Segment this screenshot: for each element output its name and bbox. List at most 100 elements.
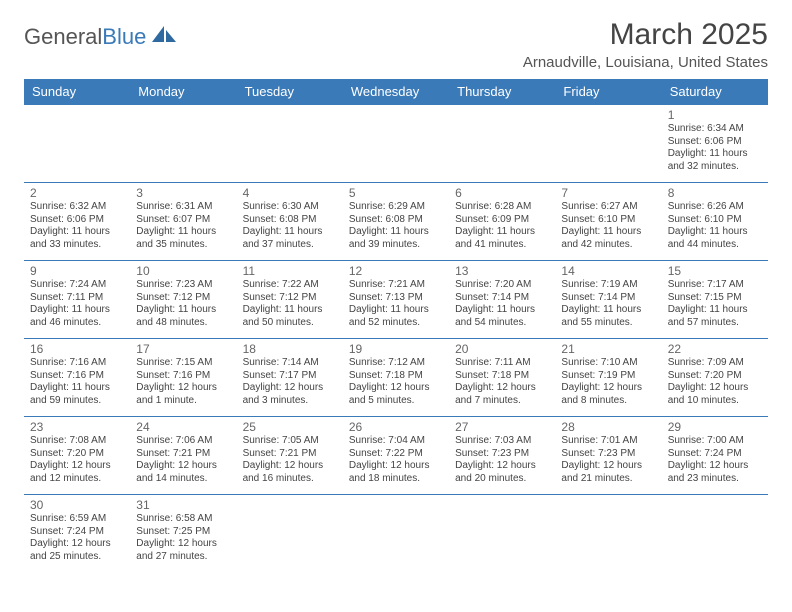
day-info: Sunrise: 6:27 AMSunset: 6:10 PMDaylight:… <box>561 201 655 251</box>
weekday-header: Wednesday <box>343 79 449 105</box>
sunset-label: Sunset: 7:11 PM <box>30 292 124 305</box>
day-number: 5 <box>349 186 443 200</box>
sunset-label: Sunset: 6:08 PM <box>349 214 443 227</box>
sunrise-label: Sunrise: 7:00 AM <box>668 435 762 448</box>
calendar-cell <box>662 495 768 573</box>
daylight-label: Daylight: 11 hours and 32 minutes. <box>668 148 762 173</box>
calendar-cell: 15Sunrise: 7:17 AMSunset: 7:15 PMDayligh… <box>662 261 768 339</box>
sunrise-label: Sunrise: 7:21 AM <box>349 279 443 292</box>
calendar-cell: 17Sunrise: 7:15 AMSunset: 7:16 PMDayligh… <box>130 339 236 417</box>
calendar-cell <box>555 495 661 573</box>
sunset-label: Sunset: 7:13 PM <box>349 292 443 305</box>
sunset-label: Sunset: 7:12 PM <box>243 292 337 305</box>
calendar-week-row: 23Sunrise: 7:08 AMSunset: 7:20 PMDayligh… <box>24 417 768 495</box>
sunrise-label: Sunrise: 6:32 AM <box>30 201 124 214</box>
calendar-cell <box>449 105 555 183</box>
title-block: March 2025 Arnaudville, Louisiana, Unite… <box>523 18 768 71</box>
calendar-cell: 7Sunrise: 6:27 AMSunset: 6:10 PMDaylight… <box>555 183 661 261</box>
sunrise-label: Sunrise: 6:26 AM <box>668 201 762 214</box>
day-info: Sunrise: 7:12 AMSunset: 7:18 PMDaylight:… <box>349 357 443 407</box>
sunrise-label: Sunrise: 7:16 AM <box>30 357 124 370</box>
day-number: 23 <box>30 420 124 434</box>
day-number: 1 <box>668 108 762 122</box>
day-number: 10 <box>136 264 230 278</box>
sunrise-label: Sunrise: 7:11 AM <box>455 357 549 370</box>
day-info: Sunrise: 6:30 AMSunset: 6:08 PMDaylight:… <box>243 201 337 251</box>
sunrise-label: Sunrise: 7:01 AM <box>561 435 655 448</box>
calendar-week-row: 16Sunrise: 7:16 AMSunset: 7:16 PMDayligh… <box>24 339 768 417</box>
sunrise-label: Sunrise: 7:08 AM <box>30 435 124 448</box>
daylight-label: Daylight: 11 hours and 50 minutes. <box>243 304 337 329</box>
sunset-label: Sunset: 6:06 PM <box>668 136 762 149</box>
daylight-label: Daylight: 12 hours and 25 minutes. <box>30 538 124 563</box>
calendar-week-row: 9Sunrise: 7:24 AMSunset: 7:11 PMDaylight… <box>24 261 768 339</box>
sunrise-label: Sunrise: 7:24 AM <box>30 279 124 292</box>
day-number: 24 <box>136 420 230 434</box>
daylight-label: Daylight: 11 hours and 55 minutes. <box>561 304 655 329</box>
logo-text-general: General <box>24 24 102 50</box>
day-info: Sunrise: 7:08 AMSunset: 7:20 PMDaylight:… <box>30 435 124 485</box>
calendar-body: 1Sunrise: 6:34 AMSunset: 6:06 PMDaylight… <box>24 105 768 573</box>
day-info: Sunrise: 7:22 AMSunset: 7:12 PMDaylight:… <box>243 279 337 329</box>
sunset-label: Sunset: 7:18 PM <box>349 370 443 383</box>
calendar-cell: 28Sunrise: 7:01 AMSunset: 7:23 PMDayligh… <box>555 417 661 495</box>
calendar-cell: 1Sunrise: 6:34 AMSunset: 6:06 PMDaylight… <box>662 105 768 183</box>
calendar-cell: 24Sunrise: 7:06 AMSunset: 7:21 PMDayligh… <box>130 417 236 495</box>
day-number: 16 <box>30 342 124 356</box>
daylight-label: Daylight: 11 hours and 41 minutes. <box>455 226 549 251</box>
calendar-cell: 3Sunrise: 6:31 AMSunset: 6:07 PMDaylight… <box>130 183 236 261</box>
day-number: 19 <box>349 342 443 356</box>
daylight-label: Daylight: 11 hours and 35 minutes. <box>136 226 230 251</box>
sail-icon <box>150 24 178 50</box>
header: GeneralBlue March 2025 Arnaudville, Loui… <box>24 18 768 71</box>
sunrise-label: Sunrise: 6:34 AM <box>668 123 762 136</box>
sunrise-label: Sunrise: 7:20 AM <box>455 279 549 292</box>
daylight-label: Daylight: 11 hours and 44 minutes. <box>668 226 762 251</box>
calendar-cell: 19Sunrise: 7:12 AMSunset: 7:18 PMDayligh… <box>343 339 449 417</box>
calendar-cell: 18Sunrise: 7:14 AMSunset: 7:17 PMDayligh… <box>237 339 343 417</box>
calendar-cell: 11Sunrise: 7:22 AMSunset: 7:12 PMDayligh… <box>237 261 343 339</box>
sunrise-label: Sunrise: 6:30 AM <box>243 201 337 214</box>
day-number: 22 <box>668 342 762 356</box>
day-info: Sunrise: 7:14 AMSunset: 7:17 PMDaylight:… <box>243 357 337 407</box>
daylight-label: Daylight: 12 hours and 8 minutes. <box>561 382 655 407</box>
sunrise-label: Sunrise: 7:06 AM <box>136 435 230 448</box>
calendar-cell: 5Sunrise: 6:29 AMSunset: 6:08 PMDaylight… <box>343 183 449 261</box>
sunset-label: Sunset: 7:18 PM <box>455 370 549 383</box>
calendar-cell: 21Sunrise: 7:10 AMSunset: 7:19 PMDayligh… <box>555 339 661 417</box>
sunset-label: Sunset: 7:24 PM <box>30 526 124 539</box>
sunset-label: Sunset: 7:20 PM <box>30 448 124 461</box>
day-number: 29 <box>668 420 762 434</box>
sunset-label: Sunset: 7:23 PM <box>561 448 655 461</box>
calendar-cell <box>24 105 130 183</box>
day-info: Sunrise: 7:19 AMSunset: 7:14 PMDaylight:… <box>561 279 655 329</box>
calendar-cell: 31Sunrise: 6:58 AMSunset: 7:25 PMDayligh… <box>130 495 236 573</box>
sunset-label: Sunset: 7:22 PM <box>349 448 443 461</box>
calendar-table: SundayMondayTuesdayWednesdayThursdayFrid… <box>24 79 768 573</box>
day-info: Sunrise: 7:17 AMSunset: 7:15 PMDaylight:… <box>668 279 762 329</box>
day-number: 13 <box>455 264 549 278</box>
daylight-label: Daylight: 12 hours and 5 minutes. <box>349 382 443 407</box>
day-info: Sunrise: 7:10 AMSunset: 7:19 PMDaylight:… <box>561 357 655 407</box>
day-info: Sunrise: 6:28 AMSunset: 6:09 PMDaylight:… <box>455 201 549 251</box>
sunset-label: Sunset: 7:16 PM <box>30 370 124 383</box>
daylight-label: Daylight: 11 hours and 42 minutes. <box>561 226 655 251</box>
day-number: 14 <box>561 264 655 278</box>
day-number: 8 <box>668 186 762 200</box>
calendar-week-row: 2Sunrise: 6:32 AMSunset: 6:06 PM Daylight… <box>24 183 768 261</box>
day-info: Sunrise: 7:03 AMSunset: 7:23 PMDaylight:… <box>455 435 549 485</box>
calendar-cell: 4Sunrise: 6:30 AMSunset: 6:08 PMDaylight… <box>237 183 343 261</box>
day-number: 2 <box>30 186 124 200</box>
month-title: March 2025 <box>523 18 768 52</box>
daylight-label: Daylight: 12 hours and 21 minutes. <box>561 460 655 485</box>
day-info: Sunrise: 7:01 AMSunset: 7:23 PMDaylight:… <box>561 435 655 485</box>
day-info: Sunrise: 7:04 AMSunset: 7:22 PMDaylight:… <box>349 435 443 485</box>
day-info: Sunrise: 6:26 AMSunset: 6:10 PMDaylight:… <box>668 201 762 251</box>
day-info: Sunrise: 6:31 AMSunset: 6:07 PMDaylight:… <box>136 201 230 251</box>
daylight-label: Daylight: 12 hours and 16 minutes. <box>243 460 337 485</box>
day-info: Sunrise: 6:58 AMSunset: 7:25 PMDaylight:… <box>136 513 230 563</box>
calendar-cell: 16Sunrise: 7:16 AMSunset: 7:16 PMDayligh… <box>24 339 130 417</box>
day-info: Sunrise: 7:16 AMSunset: 7:16 PMDaylight:… <box>30 357 124 407</box>
weekday-header-row: SundayMondayTuesdayWednesdayThursdayFrid… <box>24 79 768 105</box>
sunset-label: Sunset: 6:06 PM <box>30 214 124 227</box>
